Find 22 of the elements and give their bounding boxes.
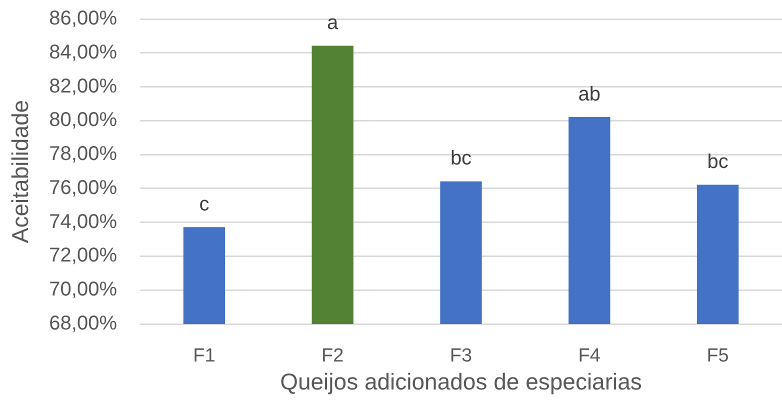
y-tick-label: 74,00% xyxy=(49,210,118,233)
annotation: bc xyxy=(450,148,472,170)
x-tick-label: F2 xyxy=(322,346,344,367)
annotation: c xyxy=(199,193,210,216)
y-tick-label: 82,00% xyxy=(49,75,118,98)
x-axis-title: Queijos adicionados de especiarias xyxy=(280,368,642,395)
annotation: a xyxy=(327,12,340,34)
y-tick-label: 84,00% xyxy=(49,41,118,64)
y-tick-label: 80,00% xyxy=(49,109,118,132)
annotation: bc xyxy=(707,151,728,174)
annotation: ab xyxy=(578,83,601,106)
x-tick-label: F4 xyxy=(578,346,601,367)
y-tick-label: 86,00% xyxy=(49,8,118,30)
y-tick-label: 68,00% xyxy=(49,312,118,335)
y-tick-label: 72,00% xyxy=(49,244,118,267)
y-tick-label: 70,00% xyxy=(49,278,118,301)
y-axis-title: Aceitabilidade xyxy=(7,100,34,244)
y-tick-label: 76,00% xyxy=(49,176,118,199)
x-tick-label: F1 xyxy=(193,346,216,367)
x-tick-label: F5 xyxy=(706,346,729,367)
x-tick-label: F3 xyxy=(450,346,472,367)
y-tick-label: 78,00% xyxy=(49,143,118,166)
